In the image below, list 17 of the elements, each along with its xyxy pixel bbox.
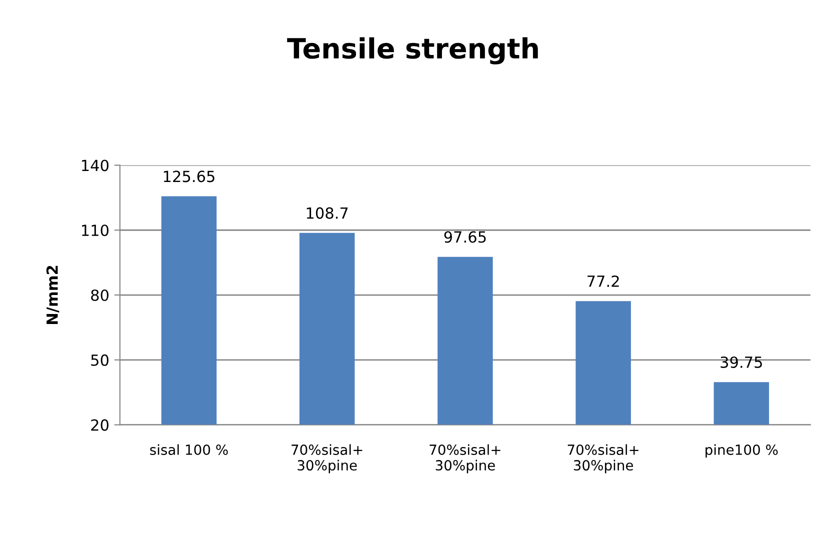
data-label: 108.7 [306, 207, 348, 219]
y-tick-label: 140 [82, 160, 108, 172]
data-label: 77.2 [588, 275, 619, 287]
y-tick-label: 80 [91, 289, 108, 302]
y-axis-title: N/mm2 [46, 266, 60, 324]
x-tick-label: 70%sisal+ 30%pine [292, 444, 362, 474]
y-tick-label: 50 [91, 354, 108, 366]
data-label: 97.65 [444, 231, 486, 243]
y-tick-label: 20 [91, 419, 108, 431]
y-tick-label: 110 [82, 224, 108, 236]
chart-title: Tensile strength [287, 37, 538, 64]
data-label: 39.75 [720, 356, 762, 368]
x-tick-label: 70%sisal+ 30%pine [430, 444, 500, 474]
x-tick-label: pine100 % [706, 444, 778, 458]
x-tick-label: 70%sisal+ 30%pine [568, 444, 638, 474]
data-label: 125.65 [164, 170, 214, 182]
x-tick-label: sisal 100 % [150, 444, 228, 455]
